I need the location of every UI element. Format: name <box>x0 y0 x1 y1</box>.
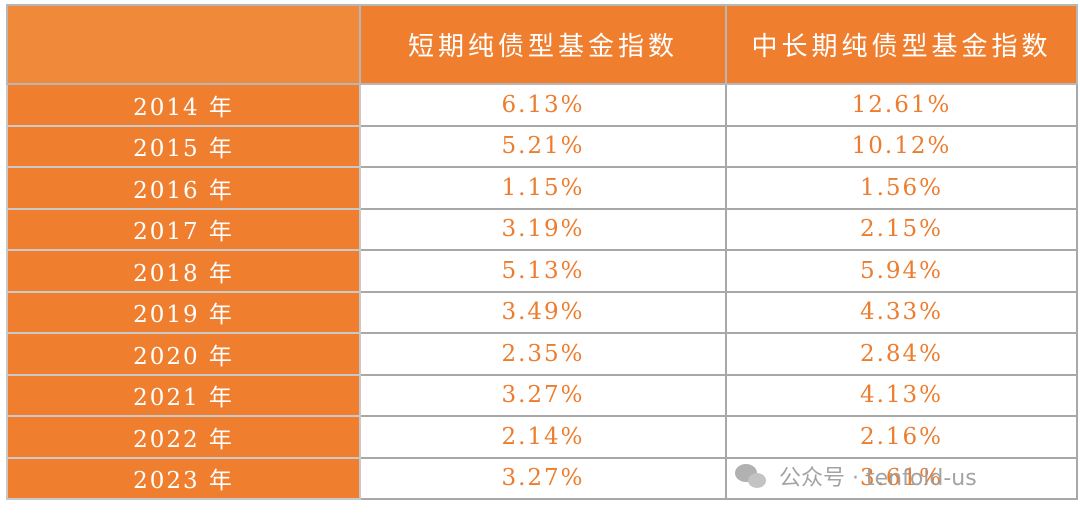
mid-long-term-value: 12.61% <box>725 83 1078 127</box>
table-row: 2015 年 5.21% 10.12% <box>6 124 1078 168</box>
table-row: 2022 年 2.14% 2.16% <box>6 415 1078 459</box>
table-row: 2020 年 2.35% 2.84% <box>6 332 1078 376</box>
table-row: 2017 年 3.19% 2.15% <box>6 207 1078 251</box>
short-term-value: 2.14% <box>359 415 727 459</box>
header-corner-cell <box>6 4 361 85</box>
short-term-value: 3.19% <box>359 207 727 251</box>
short-term-value: 2.35% <box>359 332 727 376</box>
table-row: 2018 年 5.13% 5.94% <box>6 249 1078 293</box>
table-row: 2021 年 3.27% 4.13% <box>6 373 1078 417</box>
header-short-term-index: 短期纯债型基金指数 <box>359 4 727 85</box>
short-term-value: 3.49% <box>359 290 727 334</box>
year-cell: 2019 年 <box>6 290 361 334</box>
mid-long-term-value: 3.61% <box>725 456 1078 500</box>
table-row: 2014 年 6.13% 12.61% <box>6 83 1078 127</box>
year-cell: 2014 年 <box>6 83 361 127</box>
header-mid-long-term-index: 中长期纯债型基金指数 <box>725 4 1078 85</box>
short-term-value: 3.27% <box>359 373 727 417</box>
mid-long-term-value: 2.84% <box>725 332 1078 376</box>
year-cell: 2021 年 <box>6 373 361 417</box>
returns-table: 短期纯债型基金指数 中长期纯债型基金指数 2014 年 6.13% 12.61%… <box>6 4 1078 500</box>
mid-long-term-value: 4.13% <box>725 373 1078 417</box>
table-header: 短期纯债型基金指数 中长期纯债型基金指数 <box>6 4 1078 85</box>
year-cell: 2022 年 <box>6 415 361 459</box>
header-row: 短期纯债型基金指数 中长期纯债型基金指数 <box>6 4 1078 85</box>
short-term-value: 6.13% <box>359 83 727 127</box>
table-row: 2023 年 3.27% 3.61% <box>6 456 1078 500</box>
short-term-value: 3.27% <box>359 456 727 500</box>
table-row: 2016 年 1.15% 1.56% <box>6 166 1078 210</box>
year-cell: 2015 年 <box>6 124 361 168</box>
short-term-value: 1.15% <box>359 166 727 210</box>
mid-long-term-value: 10.12% <box>725 124 1078 168</box>
year-cell: 2023 年 <box>6 456 361 500</box>
year-cell: 2020 年 <box>6 332 361 376</box>
mid-long-term-value: 2.16% <box>725 415 1078 459</box>
mid-long-term-value: 4.33% <box>725 290 1078 334</box>
table-row: 2019 年 3.49% 4.33% <box>6 290 1078 334</box>
short-term-value: 5.13% <box>359 249 727 293</box>
year-cell: 2018 年 <box>6 249 361 293</box>
short-term-value: 5.21% <box>359 124 727 168</box>
year-cell: 2017 年 <box>6 207 361 251</box>
mid-long-term-value: 2.15% <box>725 207 1078 251</box>
year-cell: 2016 年 <box>6 166 361 210</box>
mid-long-term-value: 5.94% <box>725 249 1078 293</box>
table-body: 2014 年 6.13% 12.61% 2015 年 5.21% 10.12% … <box>6 83 1078 500</box>
mid-long-term-value: 1.56% <box>725 166 1078 210</box>
